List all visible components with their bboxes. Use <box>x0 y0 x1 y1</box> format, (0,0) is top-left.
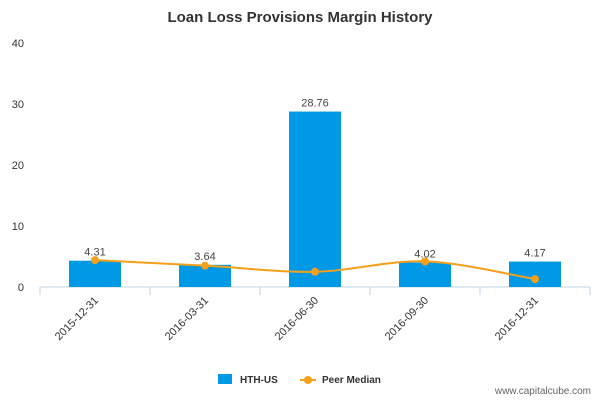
bar <box>179 264 231 287</box>
bar <box>399 262 451 287</box>
bar-series <box>69 111 561 288</box>
line-point <box>531 275 539 284</box>
data-label: 4.17 <box>524 248 545 260</box>
data-labels: 4.31 3.64 28.76 4.02 4.17 <box>84 98 545 263</box>
legend-label-bar: HTH-US <box>240 375 278 386</box>
line-point <box>421 257 429 266</box>
y-tick-label: 20 <box>12 160 24 172</box>
legend: HTH-US Peer Median <box>218 374 381 386</box>
x-tick-label: 2016-12-31 <box>493 295 541 343</box>
legend-swatch-bar <box>218 374 232 384</box>
line-point <box>201 261 209 270</box>
y-tick-label: 30 <box>12 99 24 111</box>
line-point <box>311 267 319 276</box>
line-series <box>91 256 539 284</box>
x-tick-label: 2016-03-31 <box>163 295 211 343</box>
x-tick-label: 2016-06-30 <box>273 295 321 343</box>
watermark: www.capitalcube.com <box>494 386 591 397</box>
bar <box>69 260 121 287</box>
bar <box>289 111 341 288</box>
y-tick-label: 0 <box>18 282 24 294</box>
y-tick-label: 40 <box>12 38 24 50</box>
line-point <box>91 256 99 265</box>
legend-label-line: Peer Median <box>322 375 381 386</box>
data-label: 3.64 <box>194 251 215 263</box>
y-tick-label: 10 <box>12 221 24 233</box>
x-tick-label: 2016-09-30 <box>383 295 431 343</box>
x-tick-label: 2015-12-31 <box>53 295 101 343</box>
data-label: 4.02 <box>414 248 435 260</box>
bar <box>509 261 561 287</box>
legend-marker-line <box>304 376 312 384</box>
data-label: 4.31 <box>84 247 105 259</box>
y-axis: 0 10 20 30 40 <box>12 38 24 294</box>
x-axis: 2015-12-31 2016-03-31 2016-06-30 2016-09-30… <box>39 286 591 343</box>
chart-title: Loan Loss Provisions Margin History <box>167 9 433 26</box>
data-label: 28.76 <box>301 98 329 110</box>
